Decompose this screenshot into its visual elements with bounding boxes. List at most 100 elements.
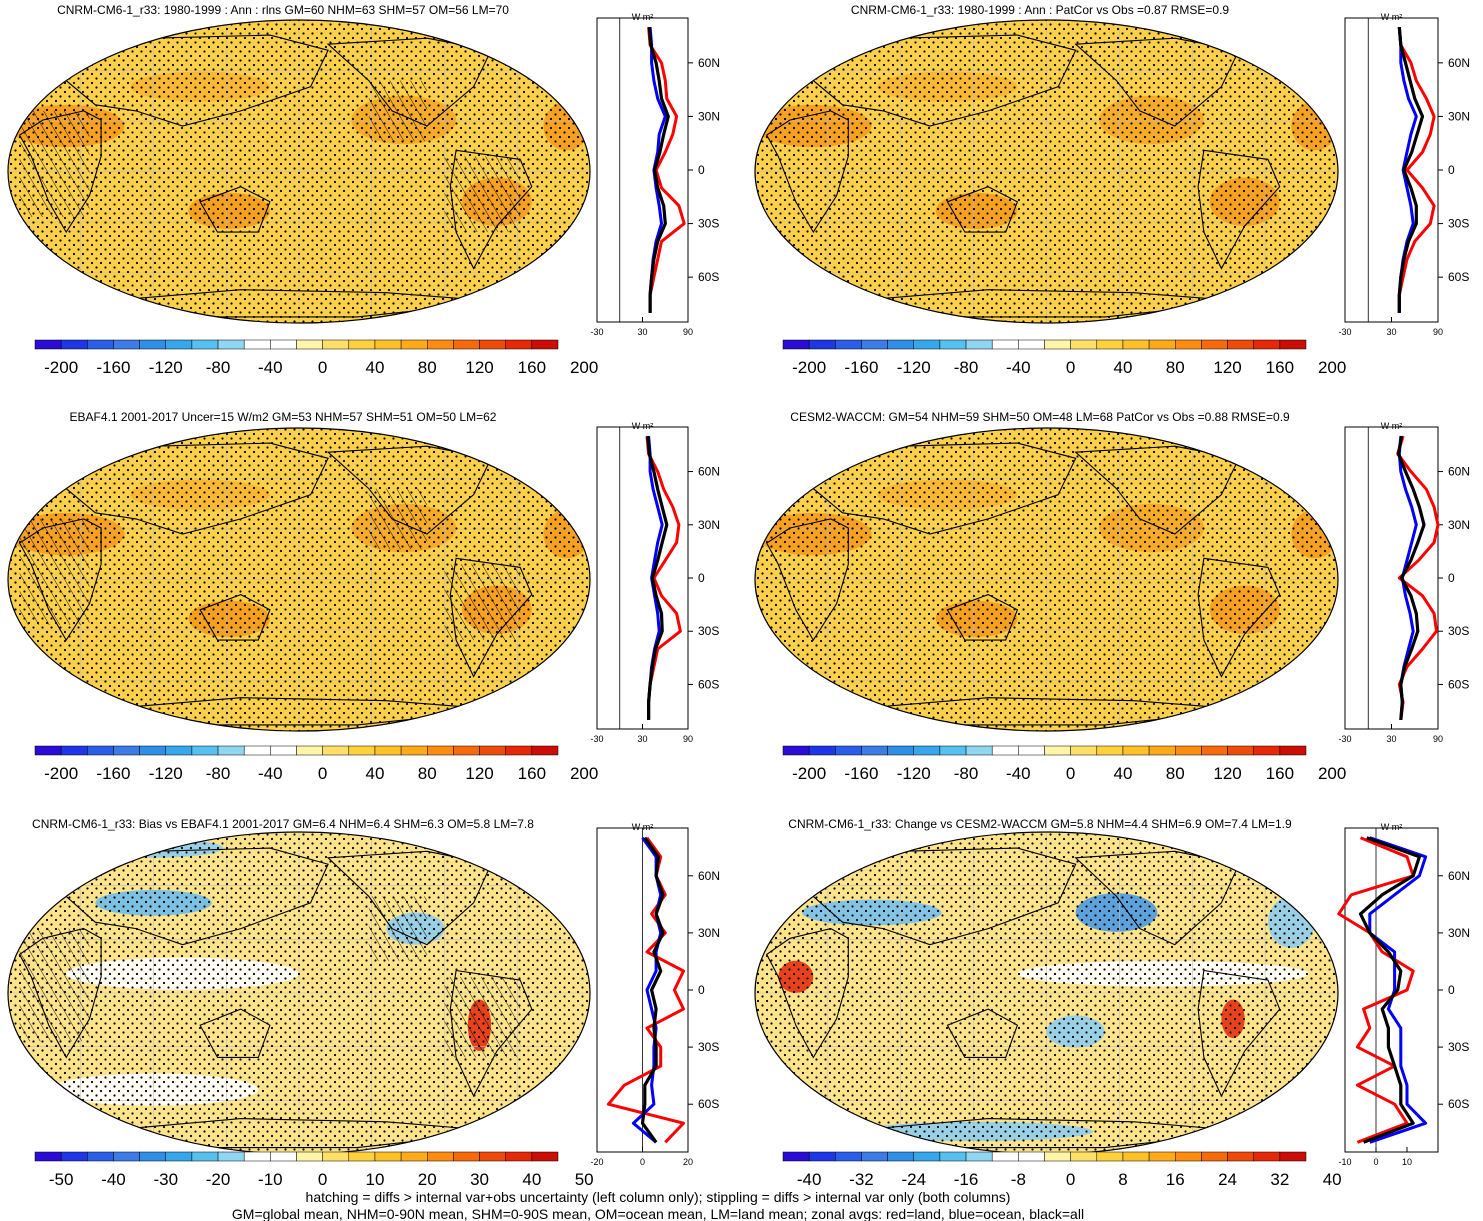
colorbar: -200 -160 -120 -80 -40 0 40 80 120 160 200 xyxy=(34,745,598,783)
colorbar-label: -20 xyxy=(206,1170,231,1189)
colorbar-segment xyxy=(296,1151,323,1162)
colorbar-label: -40 xyxy=(797,1170,822,1189)
colorbar-segment xyxy=(165,1151,193,1162)
panel-title: CNRM-CM6-1_r33: 1980-1999 : Ann : rlns G… xyxy=(57,3,509,17)
zonal-mean-plot: W m² 60N 30N 0 30S 60S -30 30 90 xyxy=(590,12,720,337)
colorbar: -200 -160 -120 -80 -40 0 40 80 120 160 200 xyxy=(34,339,598,377)
colorbar-label: -160 xyxy=(96,764,130,783)
zonal-frame xyxy=(1344,426,1439,730)
colorbar-label: -120 xyxy=(149,358,183,377)
colorbar-label: 40 xyxy=(1113,358,1132,377)
colorbar-label: -160 xyxy=(844,764,878,783)
panel-title: CNRM-CM6-1_r33: Bias vs EBAF4.1 2001-201… xyxy=(32,817,534,831)
stippling xyxy=(755,832,1338,1154)
map-outline xyxy=(754,19,1339,324)
lat-tick-label: 60S xyxy=(698,1097,719,1111)
colorbar-segment xyxy=(217,1151,245,1162)
colorbar-segment xyxy=(782,745,810,756)
panel-title: CESM2-WACCM: GM=54 NHM=59 SHM=50 OM=48 L… xyxy=(790,410,1290,424)
colorbar-segment xyxy=(60,745,88,756)
colorbar-segment xyxy=(139,1151,167,1162)
colorbar-label: 120 xyxy=(465,358,493,377)
colorbar-segment xyxy=(991,745,1019,756)
colorbar-segment xyxy=(808,1151,836,1162)
colorbar-label: 160 xyxy=(1266,358,1294,377)
x-tick-label: 30 xyxy=(1386,327,1396,337)
colorbar-segment xyxy=(479,745,506,756)
zonal-mean-plot: W m² 60N 30N 0 30S 60S -10 0 10 xyxy=(1337,822,1470,1167)
colorbar-segment xyxy=(453,1151,480,1162)
colorbar-segment xyxy=(322,745,350,756)
colorbar-label: 30 xyxy=(470,1170,489,1189)
colorbar-segment xyxy=(887,1151,914,1162)
colorbar-segment xyxy=(808,745,836,756)
colorbar-segment xyxy=(1018,745,1045,756)
lat-tick-label: 60S xyxy=(1448,677,1469,691)
zonal-unit: W m² xyxy=(1381,421,1403,431)
colorbar-segment xyxy=(427,339,454,350)
colorbar-label: 160 xyxy=(1266,764,1294,783)
lat-tick-label: 30S xyxy=(698,1040,719,1054)
colorbar-label: 0 xyxy=(1066,358,1075,377)
colorbar-label: -40 xyxy=(258,764,283,783)
lat-tick-label: 60N xyxy=(698,465,720,479)
colorbar-segment xyxy=(1148,339,1176,350)
colorbar-segment xyxy=(87,745,114,756)
colorbar-label: -24 xyxy=(901,1170,926,1189)
colorbar-segment xyxy=(887,745,914,756)
map-field xyxy=(8,20,590,323)
colorbar-label: 200 xyxy=(570,358,598,377)
colorbar-label: -200 xyxy=(44,358,78,377)
lat-tick-label: 30N xyxy=(698,109,720,123)
panel-title: EBAF4.1 2001-2017 Uncer=15 W/m2 GM=53 NH… xyxy=(70,410,497,424)
map-field xyxy=(8,832,590,1154)
colorbar-label: 0 xyxy=(318,358,327,377)
x-tick-label: -30 xyxy=(1338,734,1351,744)
colorbar-segment xyxy=(1148,1151,1176,1162)
x-tick-label: 30 xyxy=(1386,734,1396,744)
lat-tick-label: 30N xyxy=(1448,518,1470,532)
colorbar-label: -16 xyxy=(954,1170,979,1189)
zonal-mean-plot: W m² 60N 30N 0 30S 60S -30 30 90 xyxy=(1338,12,1470,337)
colorbar-segment xyxy=(939,339,967,350)
colorbar-segment xyxy=(939,745,967,756)
colorbar: -200 -160 -120 -80 -40 0 40 80 120 160 200 xyxy=(782,339,1346,377)
colorbar-segment xyxy=(1175,745,1202,756)
colorbar-label: 0 xyxy=(1066,1170,1075,1189)
zonal-line-all xyxy=(647,26,670,313)
colorbar-segment xyxy=(165,339,193,350)
zonal-line-land xyxy=(1337,836,1415,1144)
colorbar-segment xyxy=(1122,745,1150,756)
colorbar-segment xyxy=(60,339,88,350)
colorbar-segment xyxy=(374,745,402,756)
map-field xyxy=(8,428,590,731)
colorbar-segment xyxy=(913,1151,941,1162)
colorbar-segment xyxy=(34,745,62,756)
colorbar-label: 80 xyxy=(418,358,437,377)
footer-line-1: hatching = diffs > internal var+obs unce… xyxy=(306,1189,1011,1205)
colorbar-label: 120 xyxy=(1213,764,1241,783)
x-tick-label: -30 xyxy=(590,327,603,337)
zonal-unit: W m² xyxy=(1381,822,1403,832)
colorbar-label: 80 xyxy=(1166,358,1185,377)
lat-tick-label: 60N xyxy=(698,56,720,70)
colorbar-segment xyxy=(1253,1151,1281,1162)
hatching xyxy=(444,976,521,1058)
colorbar-segment xyxy=(139,745,167,756)
x-tick-label: 20 xyxy=(683,1157,693,1167)
panel-2: CNRM-CM6-1_r33: 1980-1999 : Ann : PatCor… xyxy=(754,3,1470,377)
colorbar-segment xyxy=(1201,745,1228,756)
colorbar-segment xyxy=(296,339,323,350)
colorbar-label: -10 xyxy=(258,1170,283,1189)
stippling xyxy=(755,428,1338,731)
colorbar-segment xyxy=(1279,745,1307,756)
colorbar-segment xyxy=(1096,745,1124,756)
footer-line-2: GM=global mean, NHM=0-90N mean, SHM=0-90… xyxy=(232,1206,1084,1221)
colorbar-label: -120 xyxy=(149,764,183,783)
colorbar-segment xyxy=(113,1151,140,1162)
colorbar-segment xyxy=(113,339,140,350)
colorbar-segment xyxy=(427,1151,454,1162)
colorbar-segment xyxy=(1070,1151,1098,1162)
hatching xyxy=(444,564,521,641)
colorbar-segment xyxy=(1201,1151,1228,1162)
